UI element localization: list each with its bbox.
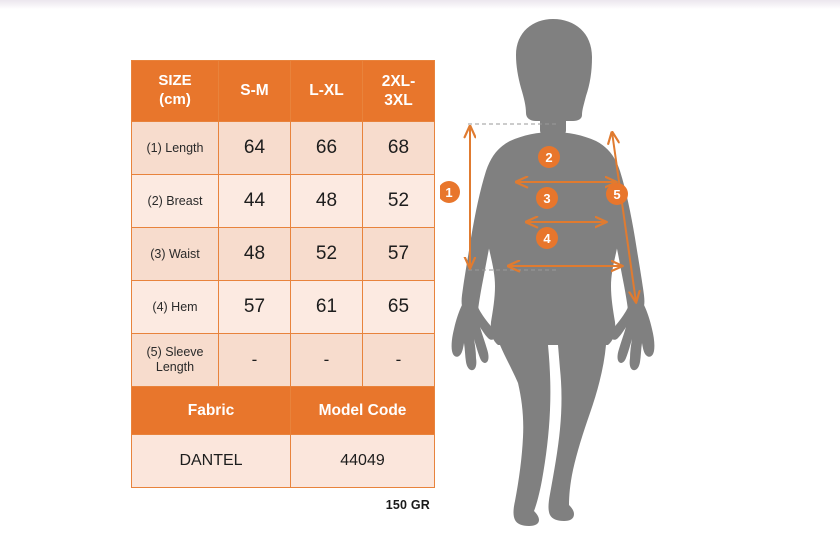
top-edge-wash: [0, 0, 840, 9]
fabric-value-row: DANTEL 44049: [131, 434, 435, 488]
column-header-size-label: SIZE (cm): [131, 60, 219, 122]
table-header-row: SIZE (cm) S-M L-XL 2XL- 3XL: [131, 60, 435, 122]
row-label-hem: (4) Hem: [131, 280, 219, 334]
cell-breast-2xl: 52: [362, 174, 435, 228]
column-header-2xl-3xl: 2XL- 3XL: [362, 60, 435, 122]
badge-sleeve-label: 5: [613, 187, 620, 202]
table-row: (5) Sleeve Length - - -: [131, 333, 435, 387]
column-header-size-line2: (cm): [159, 91, 191, 108]
model-code-value: 44049: [290, 434, 435, 488]
badge-length-label: 1: [445, 185, 452, 200]
fabric-header: Fabric: [131, 386, 291, 435]
cell-hem-2xl: 65: [362, 280, 435, 334]
row-label-length: (1) Length: [131, 121, 219, 175]
garment-weight-note: 150 GR: [385, 498, 430, 512]
table-header: SIZE (cm) S-M L-XL 2XL- 3XL: [131, 60, 435, 122]
fabric-value: DANTEL: [131, 434, 291, 488]
table-body: (1) Length 64 66 68 (2) Breast 44 48 52 …: [131, 121, 435, 488]
row-label-sleeve-length: (5) Sleeve Length: [131, 333, 219, 387]
badge-breast: 2: [538, 146, 560, 168]
cell-hem-sm: 57: [218, 280, 291, 334]
mannequin-figure: 1 2 3 4 5: [440, 14, 700, 534]
cell-sleeve-sm: -: [218, 333, 291, 387]
size-chart-table-container: SIZE (cm) S-M L-XL 2XL- 3XL (1) Length 6…: [131, 60, 435, 488]
row-label-breast: (2) Breast: [131, 174, 219, 228]
badge-breast-label: 2: [545, 150, 552, 165]
row-label-waist: (3) Waist: [131, 227, 219, 281]
table-row: (3) Waist 48 52 57: [131, 227, 435, 281]
column-header-2xl-line1: 2XL-: [381, 72, 416, 90]
measure-arrow-sleeve: [612, 132, 636, 302]
cell-hem-lxl: 61: [290, 280, 363, 334]
cell-breast-sm: 44: [218, 174, 291, 228]
table-row: (2) Breast 44 48 52: [131, 174, 435, 228]
badge-waist-label: 3: [543, 191, 550, 206]
table-row: (4) Hem 57 61 65: [131, 280, 435, 334]
table-row: (1) Length 64 66 68: [131, 121, 435, 175]
fabric-header-row: Fabric Model Code: [131, 386, 435, 435]
size-chart-table: SIZE (cm) S-M L-XL 2XL- 3XL (1) Length 6…: [131, 60, 435, 488]
badge-length: 1: [440, 181, 460, 203]
badge-waist: 3: [536, 187, 558, 209]
cell-waist-2xl: 57: [362, 227, 435, 281]
cell-length-lxl: 66: [290, 121, 363, 175]
cell-waist-lxl: 52: [290, 227, 363, 281]
column-header-sm: S-M: [218, 60, 291, 122]
badge-sleeve: 5: [606, 183, 628, 205]
cell-breast-lxl: 48: [290, 174, 363, 228]
cell-length-sm: 64: [218, 121, 291, 175]
row-label-sleeve-line2: Length: [155, 360, 195, 374]
column-header-lxl: L-XL: [290, 60, 363, 122]
cell-waist-sm: 48: [218, 227, 291, 281]
silhouette-body-icon: [451, 19, 655, 526]
cell-sleeve-lxl: -: [290, 333, 363, 387]
cell-length-2xl: 68: [362, 121, 435, 175]
column-header-2xl-line2: 3XL: [384, 92, 413, 109]
model-code-header: Model Code: [290, 386, 435, 435]
cell-sleeve-2xl: -: [362, 333, 435, 387]
badge-hem: 4: [536, 227, 558, 249]
badge-hem-label: 4: [543, 231, 551, 246]
column-header-size-line1: SIZE: [158, 72, 192, 90]
row-label-sleeve-line1: (5) Sleeve: [146, 345, 204, 359]
